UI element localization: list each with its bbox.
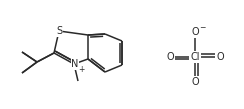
Text: +: + xyxy=(78,66,84,74)
Text: Cl: Cl xyxy=(190,52,200,62)
Text: S: S xyxy=(56,26,62,36)
Text: O: O xyxy=(191,27,199,37)
Text: O: O xyxy=(166,52,174,62)
Text: O: O xyxy=(216,52,224,62)
Text: O: O xyxy=(191,77,199,87)
Text: N: N xyxy=(71,59,79,69)
Text: −: − xyxy=(199,24,205,32)
